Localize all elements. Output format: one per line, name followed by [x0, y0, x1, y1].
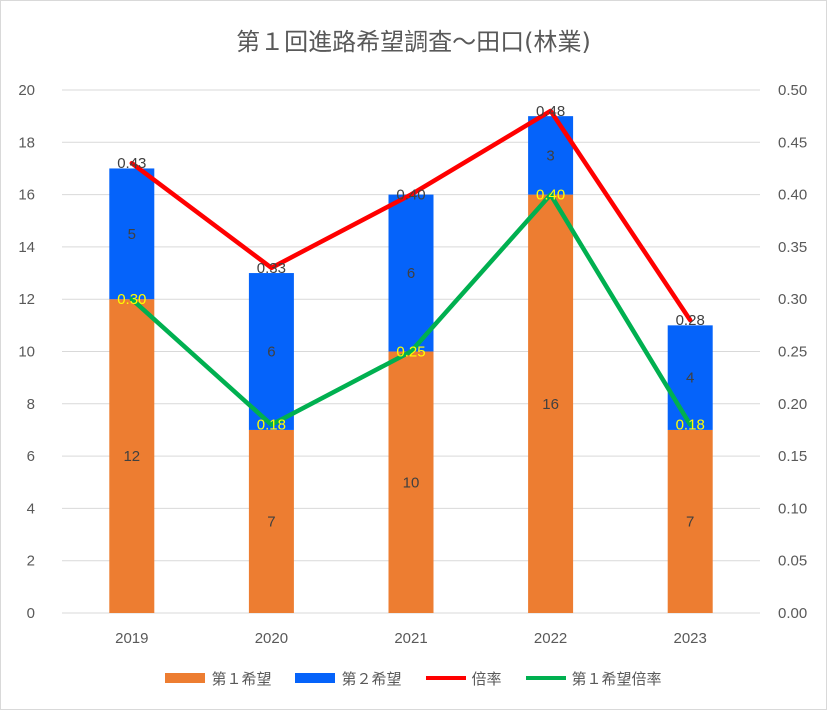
y2-tick-label: 0.10	[778, 500, 807, 517]
bar-second-choice	[528, 116, 574, 195]
x-tick-label: 2023	[674, 630, 707, 647]
chart-title: 第１回進路希望調査～田口(林業)	[236, 28, 591, 56]
bar-first-choice	[248, 429, 294, 613]
y2-tick-label: 0.45	[778, 134, 807, 151]
bar-second-choice	[248, 273, 294, 430]
legend-label-first-ratio: 第１希望倍率	[571, 669, 662, 688]
y-tick-label: 0	[27, 605, 35, 622]
data-label-second-choice: 3	[546, 147, 554, 164]
data-label-second-choice: 5	[128, 226, 136, 243]
data-label-first-ratio: 0.18	[257, 417, 286, 434]
data-label-second-choice: 4	[686, 370, 694, 387]
data-label-first-choice: 10	[403, 474, 420, 491]
y-tick-label: 10	[18, 344, 35, 361]
data-label-first-ratio: 0.18	[676, 417, 705, 434]
data-label-first-ratio: 0.25	[396, 344, 425, 361]
legend: 第１希望 第２希望 倍率 第１希望倍率	[0, 666, 827, 690]
data-label-first-choice: 7	[686, 513, 694, 530]
y2-tick-label: 0.00	[778, 605, 807, 622]
legend-label-first-choice: 第１希望	[211, 669, 272, 688]
data-label-first-choice: 12	[123, 448, 140, 465]
legend-swatch-second-choice	[295, 673, 336, 683]
chart-plot: 0 2 4 6 8 10 12 14 16 18 20 0.00 0.05 0.10 0.15 0.20 0.2…	[18, 82, 807, 647]
y-tick-label: 6	[27, 448, 35, 465]
y-tick-label: 18	[18, 134, 35, 151]
y-tick-label: 4	[27, 500, 35, 517]
y2-tick-label: 0.15	[778, 448, 807, 465]
legend-swatch-first-ratio	[525, 676, 566, 680]
legend-swatch-first-choice	[165, 673, 206, 683]
bar-first-choice	[667, 429, 713, 613]
y2-tick-label: 0.35	[778, 239, 807, 256]
legend-label-ratio: 倍率	[471, 669, 502, 688]
x-tick-label: 2020	[255, 630, 288, 647]
data-label-first-choice: 7	[267, 513, 275, 530]
y2-tick-label: 0.20	[778, 396, 807, 413]
data-label-ratio: 0.28	[676, 312, 705, 329]
data-label-second-choice: 6	[407, 265, 415, 282]
bar-first-choice	[388, 351, 434, 613]
legend-item-second-choice: 第２希望	[295, 668, 402, 689]
bar-second-choice	[388, 194, 434, 352]
bar-second-choice	[109, 168, 155, 300]
y2-tick-label: 0.50	[778, 82, 807, 99]
y2-tick-label: 0.30	[778, 291, 807, 308]
x-tick-label: 2019	[115, 630, 148, 647]
data-label-first-ratio: 0.40	[536, 187, 565, 204]
data-label-ratio: 0.40	[396, 187, 425, 204]
y-tick-label: 12	[18, 291, 35, 308]
data-label-first-ratio: 0.30	[117, 291, 146, 308]
legend-swatch-ratio	[425, 676, 466, 680]
y2-tick-label: 0.05	[778, 553, 807, 570]
bar-first-choice	[109, 299, 155, 613]
y-tick-label: 2	[27, 553, 35, 570]
bar-second-choice	[667, 325, 713, 430]
legend-item-first-choice: 第１希望	[165, 668, 271, 689]
y-tick-label: 20	[18, 82, 35, 99]
data-label-ratio: 0.48	[536, 103, 565, 120]
x-tick-label: 2022	[534, 630, 567, 647]
bar-first-choice	[528, 194, 574, 613]
data-label-first-choice: 16	[542, 396, 559, 413]
y2-tick-label: 0.25	[778, 344, 807, 361]
data-label-second-choice: 6	[267, 344, 275, 361]
legend-item-first-ratio: 第１希望倍率	[525, 668, 662, 689]
y2-tick-label: 0.40	[778, 187, 807, 204]
y-tick-label: 8	[27, 396, 35, 413]
legend-label-second-choice: 第２希望	[341, 669, 402, 688]
y-tick-label: 16	[18, 187, 35, 204]
y-tick-label: 14	[18, 239, 35, 256]
x-tick-label: 2021	[394, 630, 427, 647]
legend-item-ratio: 倍率	[425, 668, 502, 689]
data-label-ratio: 0.33	[257, 260, 286, 277]
data-label-ratio: 0.43	[117, 155, 146, 172]
